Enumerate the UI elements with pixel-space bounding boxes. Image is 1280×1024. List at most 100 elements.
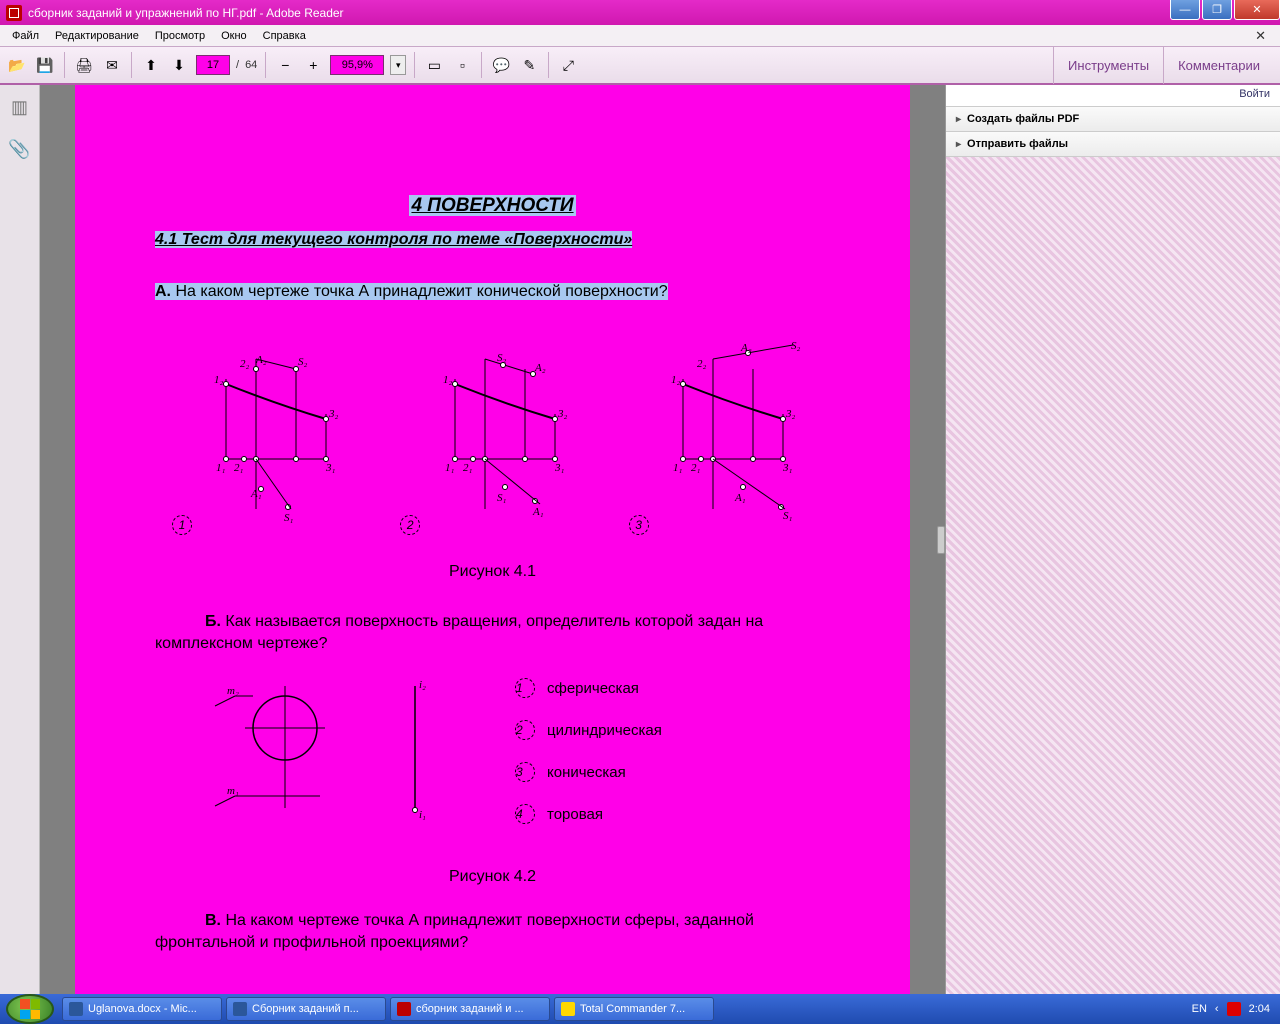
menu-view[interactable]: Просмотр xyxy=(147,27,213,45)
zoom-value[interactable]: 95,9% xyxy=(330,55,384,75)
right-panel: Войти Создать файлы PDF Отправить файлы xyxy=(945,85,1280,994)
svg-text:A₁: A₁ xyxy=(734,492,746,504)
answers-b: 1сферическая 2цилиндрическая 3коническая… xyxy=(515,678,662,828)
close-button[interactable]: ✕ xyxy=(1234,0,1280,20)
zoom-out-icon[interactable]: − xyxy=(274,54,296,76)
menubar: Файл Редактирование Просмотр Окно Справк… xyxy=(0,25,1280,47)
comment-icon[interactable]: 💬 xyxy=(490,54,512,76)
task-tc[interactable]: Total Commander 7... xyxy=(554,997,714,1021)
svg-text:2₂: 2₂ xyxy=(697,358,707,370)
page-up-icon[interactable]: ⬆ xyxy=(140,54,162,76)
window-title: сборник заданий и упражнений по НГ.pdf -… xyxy=(28,6,344,20)
menu-file[interactable]: Файл xyxy=(4,27,47,45)
thumbnails-icon[interactable]: ▥ xyxy=(8,95,32,119)
attachments-icon[interactable]: 📎 xyxy=(8,137,32,161)
fit-page-icon[interactable]: ▫ xyxy=(451,54,473,76)
svg-text:S₂: S₂ xyxy=(791,340,801,352)
svg-text:1₁: 1₁ xyxy=(216,462,226,474)
menu-help[interactable]: Справка xyxy=(255,27,314,45)
task-word[interactable]: Uglanova.docx - Mic... xyxy=(62,997,222,1021)
svg-text:3₂: 3₂ xyxy=(785,408,796,420)
svg-text:S₂: S₂ xyxy=(497,352,507,364)
svg-text:2₁: 2₁ xyxy=(691,462,701,474)
diagram-a1: 1₂ 2₂ A₂ S₂ 3₂ 1₁ 2₁ 3₁ A₁ S₁ xyxy=(196,339,346,529)
svg-text:i₁: i₁ xyxy=(419,809,426,821)
comments-button[interactable]: Комментарии xyxy=(1163,46,1274,84)
qa-text: На каком чертеже точка А принадлежит кон… xyxy=(171,283,668,300)
app-icon xyxy=(6,5,22,21)
document-area[interactable]: 4 ПОВЕРХНОСТИ 4.1 Тест для текущего конт… xyxy=(40,85,945,994)
svg-text:2₂: 2₂ xyxy=(240,358,250,370)
menu-close-doc-icon[interactable]: ✕ xyxy=(1247,25,1274,47)
svg-text:3₁: 3₁ xyxy=(325,462,336,474)
svg-text:3₁: 3₁ xyxy=(554,462,565,474)
minimize-button[interactable]: — xyxy=(1170,0,1200,20)
diagram-b-right: i₂ i₁ xyxy=(395,678,435,828)
svg-text:m₂: m₂ xyxy=(227,685,239,697)
page-sep: / xyxy=(236,59,239,71)
maximize-button[interactable]: ❐ xyxy=(1202,0,1232,20)
task-reader[interactable]: сборник заданий и ... xyxy=(390,997,550,1021)
print-icon[interactable]: 🖨 xyxy=(73,54,95,76)
login-link[interactable]: Войти xyxy=(1239,88,1270,100)
diagram-a2: 1₂S₂A₂3₂ 1₁2₁3₁ S₁A₁ xyxy=(425,339,575,529)
ans-b3: коническая xyxy=(547,764,626,781)
figure-42-caption: Рисунок 4.2 xyxy=(105,868,880,886)
save-icon[interactable]: 💾 xyxy=(34,54,56,76)
clock[interactable]: 2:04 xyxy=(1249,1003,1270,1015)
tools-button[interactable]: Инструменты xyxy=(1053,46,1163,84)
option-3: 3 xyxy=(629,515,649,535)
svg-text:2₁: 2₁ xyxy=(463,462,473,474)
scrollbar-handle[interactable] xyxy=(937,526,945,554)
ans-b1: сферическая xyxy=(547,680,639,697)
question-c: В. На каком чертеже точка А принадлежит … xyxy=(155,910,830,953)
zoom-dropdown-icon[interactable]: ▾ xyxy=(390,55,406,75)
left-sidebar: ▥ 📎 xyxy=(0,85,40,994)
doc-subheading: 4.1 Тест для текущего контроля по теме «… xyxy=(155,231,632,248)
send-files-section[interactable]: Отправить файлы xyxy=(946,132,1280,157)
svg-text:A₁: A₁ xyxy=(532,506,544,518)
highlight-icon[interactable]: ✎ xyxy=(518,54,540,76)
svg-text:S₁: S₁ xyxy=(284,512,294,524)
svg-text:1₂: 1₂ xyxy=(214,374,224,386)
svg-text:A₂: A₂ xyxy=(255,354,267,366)
tray-kaspersky-icon[interactable] xyxy=(1227,1002,1241,1016)
doc-heading: 4 ПОВЕРХНОСТИ xyxy=(409,195,575,216)
titlebar: сборник заданий и упражнений по НГ.pdf -… xyxy=(0,0,1280,25)
read-mode-icon[interactable]: ⤢ xyxy=(557,54,579,76)
svg-text:S₁: S₁ xyxy=(783,510,793,522)
language-indicator[interactable]: EN xyxy=(1192,1003,1207,1015)
svg-text:3₂: 3₂ xyxy=(328,408,339,420)
page-number-input[interactable] xyxy=(196,55,230,75)
menu-window[interactable]: Окно xyxy=(213,27,255,45)
qa-label: А. xyxy=(155,283,171,300)
svg-text:A₁: A₁ xyxy=(250,488,262,500)
task-word2[interactable]: Сборник заданий п... xyxy=(226,997,386,1021)
svg-text:A₂: A₂ xyxy=(740,342,752,354)
create-pdf-section[interactable]: Создать файлы PDF xyxy=(946,107,1280,132)
menu-edit[interactable]: Редактирование xyxy=(47,27,147,45)
open-icon[interactable]: 📂 xyxy=(6,54,28,76)
svg-text:1₂: 1₂ xyxy=(671,374,681,386)
question-b: Б. Как называется поверхность вращения, … xyxy=(155,611,830,654)
svg-text:2₁: 2₁ xyxy=(234,462,244,474)
svg-text:m₁: m₁ xyxy=(227,785,239,797)
ans-b4: торовая xyxy=(547,806,603,823)
tray-chevron-icon[interactable]: ‹ xyxy=(1215,1003,1219,1015)
figure-41-caption: Рисунок 4.1 xyxy=(105,563,880,581)
svg-text:S₂: S₂ xyxy=(298,356,308,368)
diagram-b-left: m₂ m₁ xyxy=(205,678,345,828)
option-2: 2 xyxy=(400,515,420,535)
taskbar: Uglanova.docx - Mic... Сборник заданий п… xyxy=(0,994,1280,1024)
page-total: 64 xyxy=(245,59,257,71)
ans-b2: цилиндрическая xyxy=(547,722,662,739)
start-button[interactable] xyxy=(6,994,54,1024)
fit-width-icon[interactable]: ▭ xyxy=(423,54,445,76)
svg-text:1₁: 1₁ xyxy=(673,462,683,474)
system-tray[interactable]: EN ‹ 2:04 xyxy=(1182,1002,1280,1016)
page-down-icon[interactable]: ⬇ xyxy=(168,54,190,76)
email-icon[interactable]: ✉ xyxy=(101,54,123,76)
svg-text:i₂: i₂ xyxy=(419,679,426,691)
svg-text:3₂: 3₂ xyxy=(557,408,568,420)
zoom-in-icon[interactable]: + xyxy=(302,54,324,76)
